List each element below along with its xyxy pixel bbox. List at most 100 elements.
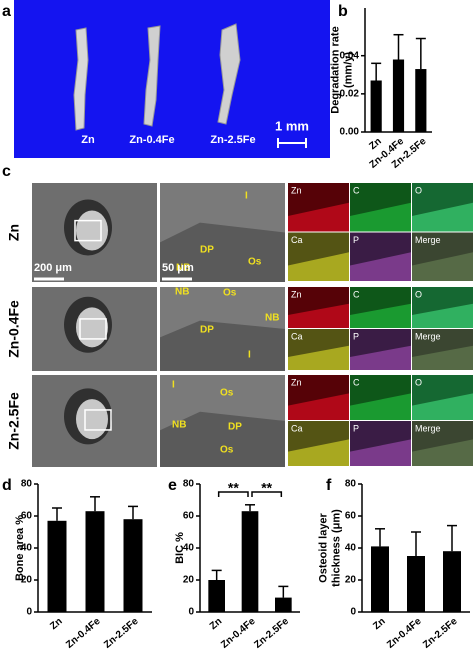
element-map-dark bbox=[412, 183, 473, 216]
implant-section bbox=[76, 399, 108, 440]
tissue-label: I bbox=[248, 350, 251, 361]
bar bbox=[392, 59, 405, 132]
panel-label: c bbox=[2, 163, 11, 180]
element-map-dark bbox=[288, 329, 349, 357]
element-map-dark bbox=[350, 375, 411, 406]
element-label: Ca bbox=[291, 235, 303, 245]
element-map-dark bbox=[350, 329, 411, 357]
tissue-label: DP bbox=[200, 325, 214, 336]
element-map-dark bbox=[288, 375, 349, 406]
implant-section bbox=[76, 307, 108, 348]
element-label: Ca bbox=[291, 331, 303, 341]
sample-label: Zn-2.5Fe bbox=[210, 134, 255, 146]
y-tick-label: 20 bbox=[345, 575, 357, 586]
panel-label: f bbox=[326, 477, 332, 494]
tissue-label: Os bbox=[220, 388, 234, 399]
x-tick-label: Zn-2.5Fe bbox=[421, 616, 460, 651]
x-tick-label: Zn-0.4Fe bbox=[64, 616, 103, 651]
implant-rod bbox=[217, 23, 241, 125]
y-tick-label: 40 bbox=[345, 543, 357, 554]
bone-region bbox=[160, 222, 285, 282]
element-label: C bbox=[353, 377, 360, 387]
significance-label: ** bbox=[228, 480, 239, 496]
element-map-dark bbox=[412, 375, 473, 406]
y-axis-label: Bone area % bbox=[14, 515, 26, 581]
element-label: C bbox=[353, 185, 360, 195]
y-tick-label: 80 bbox=[183, 479, 195, 490]
panel-label: d bbox=[2, 477, 12, 494]
row-label: Zn bbox=[6, 224, 22, 241]
tissue-label: Os bbox=[223, 288, 237, 299]
x-tick-label: Zn bbox=[371, 616, 387, 632]
implant-section bbox=[76, 210, 108, 251]
element-label: Merge bbox=[415, 331, 441, 341]
tissue-label: I bbox=[245, 191, 248, 202]
element-label: Zn bbox=[291, 377, 302, 387]
x-tick-label: Zn bbox=[48, 616, 64, 632]
element-label: P bbox=[353, 331, 359, 341]
element-label: P bbox=[353, 235, 359, 245]
element-map-dark bbox=[412, 232, 473, 266]
x-tick-label: Zn-0.4Fe bbox=[219, 616, 258, 651]
element-label: C bbox=[353, 289, 360, 299]
element-label: O bbox=[415, 289, 422, 299]
y-tick-label: 20 bbox=[183, 575, 195, 586]
sample-label: Zn bbox=[81, 134, 95, 146]
tissue-label: Os bbox=[220, 445, 234, 456]
y-tick-label: 80 bbox=[345, 479, 357, 490]
bar bbox=[208, 580, 225, 612]
bar bbox=[47, 520, 67, 612]
bar bbox=[443, 551, 461, 612]
x-tick-label: Zn bbox=[208, 616, 224, 632]
element-label: Merge bbox=[415, 423, 441, 433]
element-map-dark bbox=[288, 287, 349, 315]
y-tick-label: 40 bbox=[183, 543, 195, 554]
panel-label: e bbox=[168, 477, 177, 494]
panel-label: a bbox=[2, 3, 11, 20]
y-axis-label: Osteoid layer bbox=[317, 512, 329, 582]
scale-label: 1 mm bbox=[275, 118, 309, 133]
x-tick-label: Zn-0.4Fe bbox=[385, 616, 424, 651]
significance-bracket bbox=[217, 491, 249, 497]
element-map-dark bbox=[412, 421, 473, 452]
y-axis-label: Degradation rate bbox=[329, 26, 341, 113]
bone-region bbox=[160, 320, 285, 371]
y-tick-label: 40 bbox=[21, 543, 33, 554]
bar bbox=[275, 597, 292, 612]
roi-box bbox=[74, 219, 102, 242]
element-map-dark bbox=[288, 183, 349, 216]
significance-label: ** bbox=[261, 480, 272, 496]
implant-rod bbox=[73, 27, 89, 131]
y-tick-label: 0 bbox=[188, 607, 194, 618]
element-map-dark bbox=[350, 421, 411, 452]
y-tick-label: 60 bbox=[21, 511, 33, 522]
tissue-label: DP bbox=[228, 422, 242, 433]
y-axis-label: (mm/y) bbox=[342, 52, 354, 88]
element-label: Zn bbox=[291, 289, 302, 299]
element-label: O bbox=[415, 185, 422, 195]
bone-region bbox=[160, 411, 285, 467]
element-label: Zn bbox=[291, 185, 302, 195]
scale-label: 50 μm bbox=[162, 262, 194, 274]
bar bbox=[370, 80, 382, 132]
roi-box bbox=[79, 318, 107, 340]
element-map-dark bbox=[350, 287, 411, 315]
element-map-dark bbox=[412, 329, 473, 357]
element-map-dark bbox=[288, 421, 349, 452]
element-label: P bbox=[353, 423, 359, 433]
tissue-label: DP bbox=[200, 245, 214, 256]
bar bbox=[415, 69, 427, 132]
bar bbox=[123, 519, 143, 612]
tissue-label: I bbox=[172, 380, 175, 391]
roi-box bbox=[84, 409, 112, 431]
element-map-dark bbox=[350, 232, 411, 266]
x-tick-label: Zn-2.5Fe bbox=[102, 616, 141, 651]
bar bbox=[371, 546, 389, 612]
element-label: Ca bbox=[291, 423, 303, 433]
sample-label: Zn-0.4Fe bbox=[129, 134, 174, 146]
significance-bracket bbox=[251, 491, 283, 497]
element-label: Merge bbox=[415, 235, 441, 245]
element-map-dark bbox=[350, 183, 411, 216]
y-tick-label: 0.00 bbox=[340, 127, 360, 138]
